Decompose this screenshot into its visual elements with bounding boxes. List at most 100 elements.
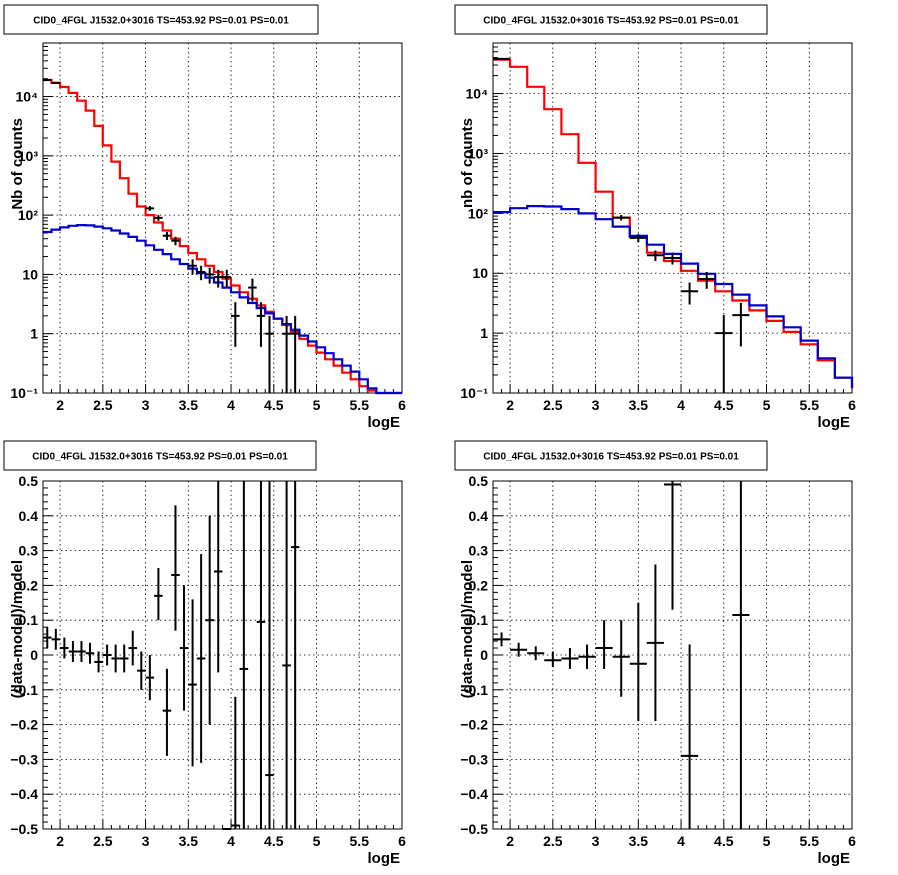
data-point bbox=[561, 648, 579, 669]
y-tick-label: −0.5 bbox=[460, 821, 488, 837]
data-point bbox=[137, 651, 146, 690]
axis-ticks bbox=[42, 42, 403, 394]
x-tick-label: 4.5 bbox=[264, 397, 284, 413]
grid-lines bbox=[43, 43, 402, 393]
y-tick-label: 0.1 bbox=[19, 612, 39, 628]
residual-right-panel: 2 2.5 3 3.5 4 4.5 5 5.5 6 −0.5 −0.4 −0.3 −0.2 −0.1 0 0.… bbox=[454, 440, 856, 867]
y-tick-label: 10 bbox=[472, 265, 488, 281]
x-tick-label: 4 bbox=[227, 397, 235, 413]
data-point bbox=[43, 627, 52, 649]
axis-ticks bbox=[492, 42, 853, 394]
data-point bbox=[646, 250, 664, 262]
x-tick-label: 5.5 bbox=[800, 397, 820, 413]
title-box-frame bbox=[3, 440, 317, 471]
y-tick-label: 0.3 bbox=[19, 543, 39, 559]
y-tick-label: −0.1 bbox=[10, 682, 38, 698]
data-point bbox=[171, 505, 180, 631]
chart-title-box: CID0_4FGL J1532.0+3016 TS=453.92 PS=0.01… bbox=[3, 4, 319, 35]
data-point bbox=[60, 637, 69, 659]
data-point bbox=[239, 481, 249, 829]
y-tick-label: −0.2 bbox=[10, 717, 38, 733]
data-point bbox=[265, 315, 274, 393]
background-model-histogram bbox=[43, 224, 402, 395]
x-tick-label: 6 bbox=[398, 397, 406, 413]
y-tick-label: 10⁻¹ bbox=[460, 385, 488, 401]
data-point bbox=[51, 81, 61, 84]
y-tick-label: 10² bbox=[468, 205, 489, 221]
data-point bbox=[282, 481, 291, 829]
x-tick-label: 4.5 bbox=[714, 397, 734, 413]
y-tick-label: 1 bbox=[480, 325, 488, 341]
y-axis-label: Nb of counts bbox=[9, 118, 26, 210]
x-tick-label: 6 bbox=[398, 833, 406, 849]
data-point bbox=[128, 630, 138, 666]
data-point bbox=[196, 554, 206, 763]
y-tick-label: 0.4 bbox=[19, 508, 39, 524]
data-point bbox=[265, 481, 274, 829]
data-point bbox=[629, 234, 647, 243]
data-point bbox=[663, 481, 682, 610]
x-tick-label: 6 bbox=[848, 833, 856, 849]
grid-lines bbox=[43, 481, 402, 829]
y-tick-label: 10⁻¹ bbox=[10, 385, 38, 401]
data-point bbox=[715, 315, 733, 393]
data-point bbox=[188, 599, 197, 767]
title-box-frame bbox=[454, 4, 768, 35]
x-tick-label: 3 bbox=[142, 397, 150, 413]
data-points bbox=[43, 79, 300, 393]
y-tick-label: −0.3 bbox=[10, 751, 38, 767]
data-point bbox=[732, 481, 750, 829]
y-axis-label: (data-model)/model bbox=[9, 560, 26, 698]
data-point bbox=[213, 481, 223, 673]
data-point bbox=[154, 568, 163, 621]
y-tick-label: −0.4 bbox=[460, 786, 488, 802]
data-point bbox=[544, 651, 562, 668]
x-tick-label: 2 bbox=[506, 397, 514, 413]
data-point bbox=[188, 259, 197, 275]
spectrum-right-panel: 2 2.5 3 3.5 4 4.5 5 5.5 6 10⁻¹ 1 10 10² 10³ 10⁴ logE nb … bbox=[454, 4, 856, 431]
data-point bbox=[578, 644, 596, 669]
y-tick-label: 0.4 bbox=[469, 508, 489, 524]
data-point bbox=[612, 620, 630, 697]
x-tick-label: 3 bbox=[592, 833, 600, 849]
data-points bbox=[493, 481, 750, 829]
x-axis-label: logE bbox=[368, 414, 401, 431]
plot-frame bbox=[42, 480, 403, 830]
data-point bbox=[145, 206, 155, 211]
data-point bbox=[145, 655, 155, 701]
x-tick-label: 3.5 bbox=[629, 833, 649, 849]
x-tick-label: 3 bbox=[142, 833, 150, 849]
data-point bbox=[248, 278, 257, 302]
data-point bbox=[171, 236, 180, 246]
spectrum-left-panel: 2 2.5 3 3.5 4 4.5 5 5.5 6 10⁻¹ 1 10 10² 10³ 10⁴ logE Nb … bbox=[3, 4, 406, 431]
x-tick-label: 3.5 bbox=[629, 397, 649, 413]
x-tick-label: 2 bbox=[56, 397, 64, 413]
y-axis-label: nb of counts bbox=[459, 118, 476, 208]
chart-title: CID0_4FGL J1532.0+3016 TS=453.92 PS=0.01… bbox=[483, 16, 739, 27]
data-point bbox=[595, 620, 613, 669]
data-point bbox=[256, 302, 266, 347]
x-tick-label: 5 bbox=[313, 833, 321, 849]
x-tick-label: 2.5 bbox=[93, 397, 113, 413]
data-point bbox=[154, 215, 163, 221]
y-tick-label: −0.3 bbox=[460, 751, 488, 767]
y-tick-label: 0 bbox=[30, 647, 38, 663]
data-point bbox=[493, 57, 511, 60]
x-tick-label: 4 bbox=[677, 397, 685, 413]
data-point bbox=[612, 214, 630, 221]
data-point bbox=[102, 644, 112, 666]
title-box-frame bbox=[3, 4, 319, 35]
x-tick-label: 2.5 bbox=[543, 397, 563, 413]
data-point bbox=[222, 269, 232, 288]
data-point bbox=[85, 642, 95, 664]
x-tick-label: 5 bbox=[763, 833, 771, 849]
x-tick-label: 2.5 bbox=[93, 833, 113, 849]
data-point bbox=[162, 668, 172, 756]
x-tick-label: 3 bbox=[592, 397, 600, 413]
data-point bbox=[681, 644, 699, 829]
y-tick-label: 0.2 bbox=[469, 577, 489, 593]
data-point bbox=[231, 302, 240, 347]
x-axis-label: logE bbox=[368, 850, 401, 867]
data-point bbox=[179, 585, 189, 711]
data-point bbox=[681, 282, 699, 305]
